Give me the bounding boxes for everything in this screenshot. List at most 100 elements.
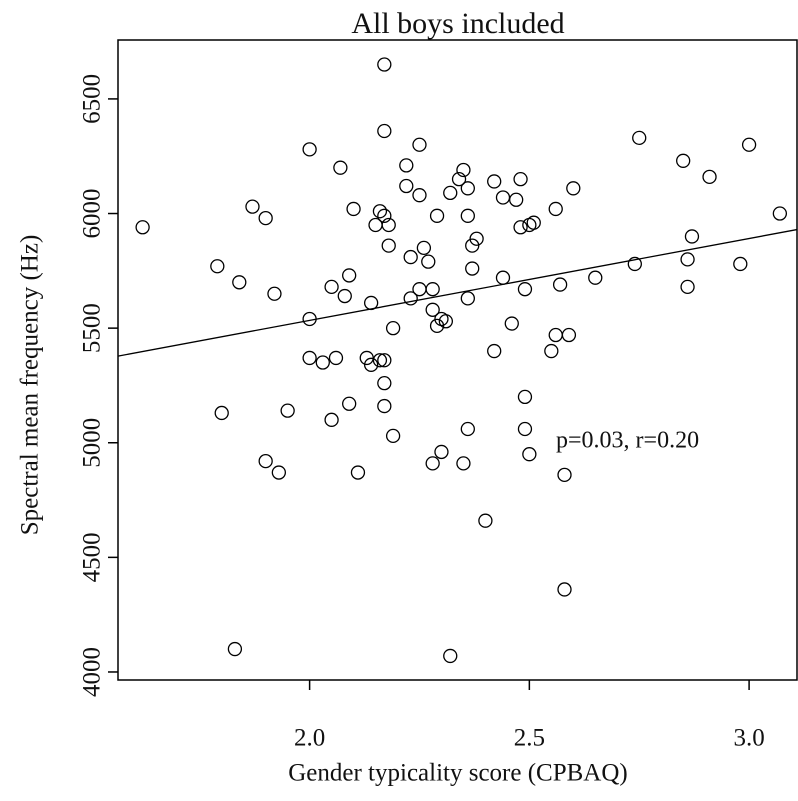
point: [460, 421, 475, 437]
point: [337, 288, 352, 304]
point: [425, 282, 440, 297]
point: [741, 137, 757, 152]
point: [245, 199, 260, 214]
point: [324, 412, 339, 427]
point: [443, 185, 458, 201]
point: [566, 181, 581, 196]
point: [399, 178, 414, 194]
point: [421, 254, 436, 269]
point: [544, 343, 559, 359]
annotation: p=0.03, r=0.20: [556, 428, 699, 454]
x-tick-label: 2.0: [294, 725, 325, 752]
point: [403, 291, 418, 306]
point: [469, 231, 484, 246]
fit-line: [117, 228, 798, 357]
point: [346, 201, 361, 217]
point: [399, 158, 414, 173]
point: [513, 171, 528, 187]
point: [267, 286, 282, 301]
x-axis-label: Gender typicality score (CPBAQ): [288, 760, 628, 787]
point: [385, 428, 401, 444]
point: [526, 215, 541, 230]
point: [350, 465, 366, 480]
point: [425, 456, 440, 471]
point: [385, 320, 401, 336]
point: [465, 261, 480, 276]
point: [333, 160, 348, 175]
point: [684, 229, 700, 244]
point: [517, 389, 533, 405]
point: [429, 318, 445, 333]
point: [702, 169, 717, 184]
point: [280, 403, 295, 418]
y-tick-label: 5000: [79, 418, 106, 468]
point: [377, 353, 392, 368]
point: [377, 376, 392, 391]
point: [425, 302, 440, 317]
y-tick-label: 6500: [79, 74, 106, 124]
point: [456, 456, 471, 471]
point: [227, 641, 243, 657]
point: [381, 217, 396, 233]
point: [460, 291, 475, 306]
x-tick-label: 2.5: [514, 725, 545, 752]
x-tick-label: 3.0: [733, 725, 764, 752]
point: [363, 295, 379, 311]
point: [315, 355, 330, 370]
point: [504, 316, 519, 331]
point: [513, 220, 528, 235]
point: [733, 256, 748, 272]
point: [438, 314, 454, 329]
y-tick-label: 4500: [79, 532, 106, 582]
point: [416, 240, 432, 256]
point: [258, 210, 273, 226]
point: [487, 343, 502, 359]
plot-frame: [117, 39, 798, 681]
y-tick-label: 6000: [79, 189, 106, 239]
y-axis-label: Spectral mean frequency (Hz): [17, 235, 44, 536]
point: [377, 398, 392, 414]
point: [772, 206, 788, 221]
point: [412, 282, 427, 297]
point: [434, 444, 449, 460]
point: [302, 142, 317, 157]
point: [487, 174, 502, 189]
point: [328, 350, 344, 366]
point: [557, 582, 572, 597]
point: [214, 405, 229, 421]
point: [135, 220, 150, 235]
point: [271, 465, 287, 480]
point: [632, 130, 647, 146]
point: [456, 162, 471, 178]
point: [517, 421, 533, 437]
point: [460, 181, 475, 196]
point: [561, 327, 577, 343]
point: [377, 57, 392, 72]
point: [495, 190, 511, 205]
point: [342, 268, 357, 283]
y-tick-label: 5500: [79, 303, 106, 353]
point: [443, 648, 458, 664]
point: [680, 279, 695, 295]
point: [451, 171, 467, 187]
point: [412, 188, 427, 203]
point: [372, 353, 388, 368]
point: [363, 357, 379, 372]
point: [517, 282, 533, 297]
point: [377, 123, 392, 139]
point: [465, 238, 480, 253]
point: [302, 350, 317, 366]
y-tick-label: 4000: [79, 647, 106, 697]
point: [680, 252, 695, 267]
point: [302, 311, 317, 327]
point: [372, 204, 388, 219]
point: [478, 513, 493, 528]
point: [258, 453, 273, 469]
point: [588, 270, 603, 285]
point: [377, 208, 392, 223]
point: [552, 277, 568, 292]
point: [548, 327, 563, 343]
point: [522, 447, 537, 462]
